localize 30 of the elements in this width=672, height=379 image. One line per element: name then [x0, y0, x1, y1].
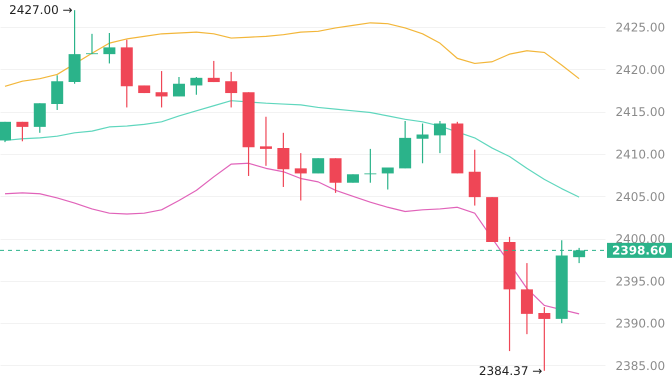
y-tick-label: 2420.00 [616, 62, 666, 77]
annotation: 2384.37 → [478, 364, 542, 378]
annotation: 2427.00 → [9, 3, 73, 18]
candlestick [225, 71, 238, 108]
candlestick [51, 74, 64, 111]
candlestick [16, 121, 28, 142]
candlestick [260, 116, 272, 166]
y-tick-label: 2410.00 [616, 147, 666, 162]
candlestick [364, 148, 376, 184]
candlestick [156, 70, 168, 108]
candlestick [434, 120, 446, 154]
y-tick-label: 2385.00 [616, 358, 666, 373]
y-tick-label: 2395.00 [616, 274, 666, 288]
y-tick-label: 2405.00 [616, 190, 666, 204]
y-tick-label: 2425.00 [616, 20, 666, 35]
candlestick [294, 152, 307, 202]
candlestick [382, 166, 394, 190]
candlestick [208, 60, 220, 83]
candlestick [34, 102, 46, 134]
y-tick-label: 2390.00 [616, 316, 666, 331]
line-series [4, 162, 580, 314]
candlestick [190, 76, 202, 96]
candlestick [312, 158, 324, 174]
candlestick [416, 122, 429, 164]
candlestick [277, 132, 290, 188]
candlestick [0, 121, 11, 143]
candlestick [103, 32, 116, 64]
line-series [4, 22, 580, 87]
y-tick-label: 2415.00 [616, 105, 666, 120]
candlestick [172, 76, 185, 98]
